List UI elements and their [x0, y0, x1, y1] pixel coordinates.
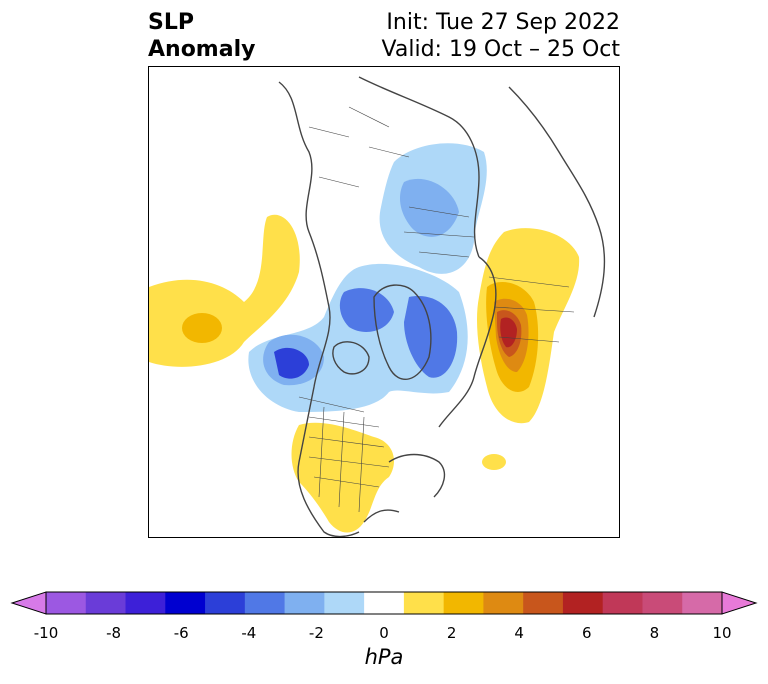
- tick-label: -6: [173, 624, 189, 642]
- colorbar-cell: [324, 592, 365, 614]
- tick-label: -2: [308, 624, 324, 642]
- high-anomaly-usa: [291, 422, 394, 533]
- map-title: SLP Anomaly: [148, 9, 255, 63]
- anomaly-map: [148, 66, 620, 538]
- low-anomaly-siberia: [379, 143, 487, 274]
- colorbar-cell: [46, 592, 87, 614]
- valid-info: Init: Tue 27 Sep 2022 Valid: 19 Oct – 25…: [382, 9, 620, 63]
- map-canvas: [149, 76, 606, 537]
- coastlines: [278, 76, 606, 537]
- colorbar-cell: [602, 592, 643, 614]
- title-line-2: Anomaly: [148, 37, 256, 62]
- valid-range: Valid: 19 Oct – 25 Oct: [381, 37, 620, 62]
- colorbar-frame: [45, 591, 723, 615]
- colorbar-cell: [205, 592, 246, 614]
- colorbar-cell: [85, 592, 127, 614]
- tick-label: 10: [712, 624, 732, 642]
- colorbar-cell: [165, 592, 206, 614]
- tick-label: 2: [446, 624, 457, 642]
- colorbar-cell: [125, 592, 166, 614]
- colorbar-cell: [443, 592, 484, 614]
- colorbar-cell: [682, 592, 723, 614]
- low-anomaly-arctic: [248, 263, 468, 412]
- colorbar-units: hPa: [364, 645, 404, 669]
- title-line-1: SLP: [148, 10, 194, 35]
- tick-label: -8: [106, 624, 122, 642]
- init-date: Init: Tue 27 Sep 2022: [386, 10, 620, 35]
- tick-label: -10: [33, 624, 59, 642]
- colorbar-cell: [244, 592, 286, 614]
- high-anomaly-pacific: [149, 214, 300, 367]
- colorbar-cell: [364, 592, 405, 614]
- colorbar-cell: [642, 592, 683, 614]
- tick-label: 8: [649, 624, 660, 642]
- colorbar-cell: [483, 592, 524, 614]
- colorbar-cell: [284, 592, 325, 614]
- colorbar-cell: [523, 592, 564, 614]
- tick-label: 4: [514, 624, 524, 642]
- colorbar: [10, 591, 758, 615]
- borders: [298, 106, 575, 513]
- colorbar-cell: [403, 592, 445, 614]
- colorbar-cell: [562, 592, 604, 614]
- colorbar-extend-max: [721, 591, 758, 615]
- tick-label: 6: [582, 624, 592, 642]
- colorbar-extend-min: [10, 591, 47, 615]
- tick-label: -4: [241, 624, 257, 642]
- tick-label: 0: [379, 624, 389, 642]
- high-anomaly-europe: [476, 228, 580, 470]
